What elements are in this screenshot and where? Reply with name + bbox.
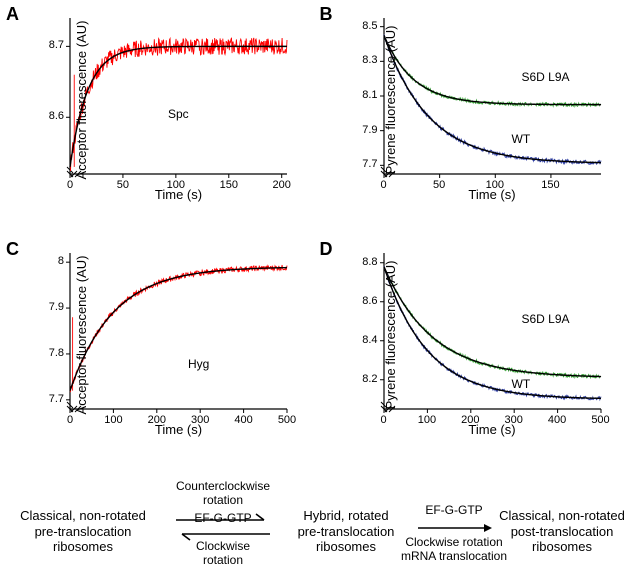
xtick-label: 150 <box>535 179 565 191</box>
ylabel: Acceptor fluorescence (AU) <box>74 21 89 180</box>
panel-a: A 0501001502008.68.7SpcTime (s) Acceptor… <box>0 0 314 235</box>
xlabel: Time (s) <box>468 187 515 202</box>
ytick-label: 8.3 <box>350 54 378 66</box>
ytick-label: 8.7 <box>36 39 64 51</box>
series-label: WT <box>512 377 531 391</box>
xtick-label: 0 <box>369 179 399 191</box>
panel-d: D 01002003004005008.28.48.68.8S6D L9AWTT… <box>314 235 627 470</box>
xtick-label: 50 <box>424 179 454 191</box>
ytick-label: 8.1 <box>350 89 378 101</box>
xtick-label: 400 <box>229 414 259 426</box>
sch-box2: Hybrid, rotatedpre-translocationribosome… <box>286 508 406 555</box>
ytick-label: 8.5 <box>350 20 378 32</box>
series-label: S6D L9A <box>522 312 570 326</box>
xtick-label: 0 <box>369 414 399 426</box>
ytick-label: 7.8 <box>36 347 64 359</box>
xlabel: Time (s) <box>155 187 202 202</box>
panel-label: D <box>320 239 333 260</box>
xtick-label: 200 <box>267 179 297 191</box>
sch-box1: Classical, non-rotatedpre-translocationr… <box>8 508 158 555</box>
series-label: Spc <box>168 107 189 121</box>
xtick-label: 500 <box>586 414 616 426</box>
sch-box3: Classical, non-rotatedpost-translocation… <box>498 508 626 555</box>
xtick-label: 500 <box>272 414 302 426</box>
ylabel: Acceptor fluorescence (AU) <box>74 256 89 415</box>
sch-mid1: EF-G-GTP <box>168 512 278 526</box>
series-label: Hyg <box>188 357 209 371</box>
xtick-label: 0 <box>55 179 85 191</box>
xtick-label: 100 <box>412 414 442 426</box>
xlabel: Time (s) <box>155 422 202 437</box>
ytick-label: 7.9 <box>36 301 64 313</box>
ytick-label: 8.8 <box>350 256 378 268</box>
series-label: S6D L9A <box>522 70 570 84</box>
panel-b: B 0501001507.77.98.18.38.5S6D L9AWTTime … <box>314 0 627 235</box>
sch-top2: EF-G-GTP <box>414 504 494 518</box>
ytick-label: 8 <box>36 255 64 267</box>
ytick-label: 7.7 <box>36 393 64 405</box>
panel-label: A <box>6 4 19 25</box>
plot-d: 01002003004005008.28.48.68.8S6D L9AWTTim… <box>372 247 607 437</box>
schematic: Classical, non-rotatedpre-translocationr… <box>0 478 627 576</box>
ylabel: Pyrene fluorescence (AU) <box>382 261 397 410</box>
xtick-label: 400 <box>542 414 572 426</box>
panel-label: C <box>6 239 19 260</box>
panel-label: B <box>320 4 333 25</box>
panel-c: C 01002003004005007.77.87.98HygTime (s) … <box>0 235 314 470</box>
sch-bot1: Clockwiserotation <box>168 540 278 568</box>
sch-top1: Counterclockwiserotation <box>168 480 278 508</box>
ytick-label: 8.4 <box>350 334 378 346</box>
figure-grid: A 0 50 100 150 200 8.6 8.7 Spc Time (s) Acceptor… <box>0 0 627 470</box>
ytick-label: 8.2 <box>350 373 378 385</box>
xtick-label: 50 <box>108 179 138 191</box>
xtick-label: 100 <box>98 414 128 426</box>
xlabel: Time (s) <box>468 422 515 437</box>
ytick-label: 7.7 <box>350 158 378 170</box>
ylabel: Pyrene fluorescence (AU) <box>382 26 397 175</box>
sch-bot2: Clockwise rotationmRNA translocation <box>398 536 510 564</box>
xtick-label: 0 <box>55 414 85 426</box>
xtick-label: 150 <box>214 179 244 191</box>
plot-b: 0501001507.77.98.18.38.5S6D L9AWTTime (s… <box>372 12 607 202</box>
ytick-label: 7.9 <box>350 124 378 136</box>
plot-a: 0501001502008.68.7SpcTime (s) <box>58 12 293 202</box>
ytick-label: 8.6 <box>36 110 64 122</box>
ytick-label: 8.6 <box>350 295 378 307</box>
series-label: WT <box>512 132 531 146</box>
plot-c: 01002003004005007.77.87.98HygTime (s) <box>58 247 293 437</box>
